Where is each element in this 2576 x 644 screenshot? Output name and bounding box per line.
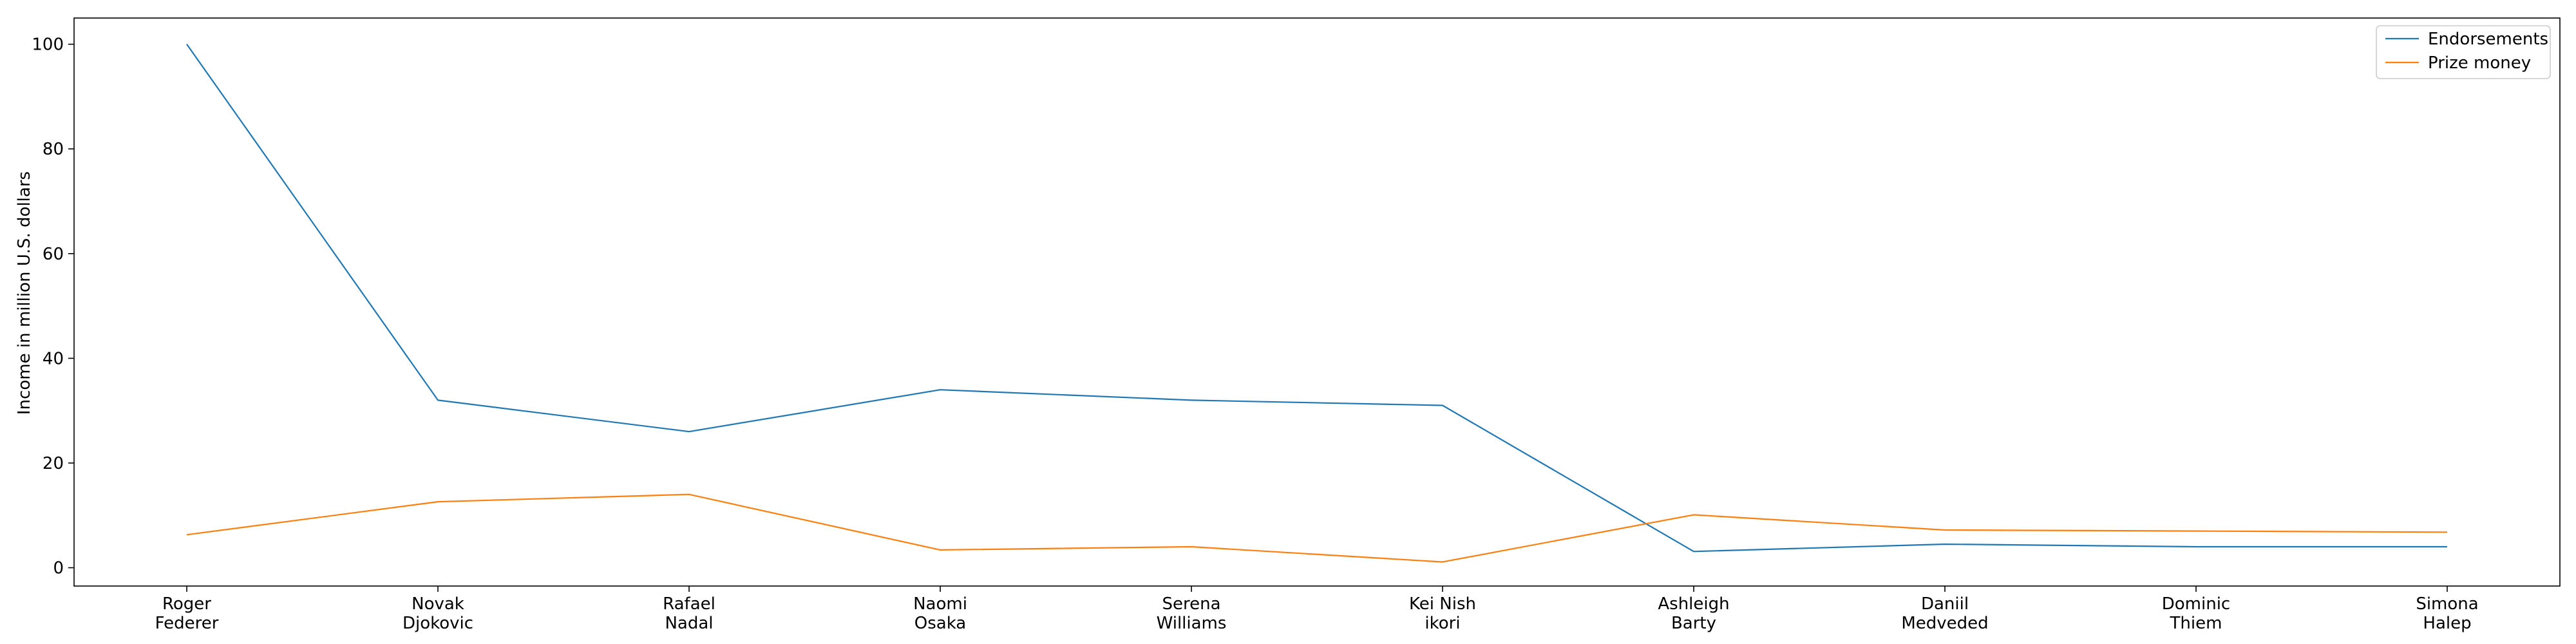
x-tick-label: Rafael Nadal <box>663 594 715 633</box>
plot-area-frame <box>73 17 2561 587</box>
y-tick-label: 60 <box>43 245 64 264</box>
y-tick-label: 40 <box>43 349 64 368</box>
x-tick-label: Serena Williams <box>1157 594 1227 633</box>
x-tick-label: Dominic Thiem <box>2162 594 2230 633</box>
y-axis-label: Income in million U.S. dollars <box>15 171 34 415</box>
legend-entry-label: Prize money <box>2428 53 2531 73</box>
legend-box <box>2376 25 2551 79</box>
x-tick-label: Naomi Osaka <box>913 594 967 633</box>
series-line-2 <box>186 493 2448 563</box>
x-tick-label: Kei Nish ikori <box>1409 594 1476 633</box>
x-tick-label: Ashleigh Barty <box>1658 594 1729 633</box>
x-tick-label: Simona Halep <box>2416 594 2478 633</box>
y-tick-label: 0 <box>53 559 64 578</box>
y-tick-label: 100 <box>32 35 64 55</box>
y-tick-label: 80 <box>43 140 64 159</box>
legend-entry-label: Endorsements <box>2428 30 2548 49</box>
x-tick-label: Daniil Medveded <box>1901 594 1988 633</box>
x-tick-label: Novak Djokovic <box>402 594 473 633</box>
x-tick-label: Roger Federer <box>155 594 219 633</box>
series-line-1 <box>186 43 2447 553</box>
y-tick-label: 20 <box>43 454 64 473</box>
